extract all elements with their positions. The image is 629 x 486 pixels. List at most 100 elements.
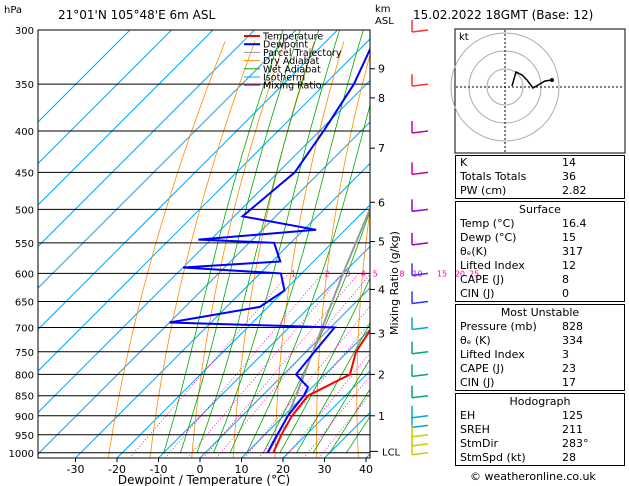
index-row: Pressure (mb) 828 — [456, 320, 626, 334]
wind-barb — [411, 434, 429, 438]
mixing-ratio-label: 8 — [399, 269, 404, 278]
index-label: CIN (J) — [460, 287, 495, 300]
date-title: 15.02.2022 18GMT (Base: 12) — [413, 8, 594, 22]
basic-indices-box: K 14 Totals Totals 36 PW (cm) 2.82 — [455, 155, 625, 199]
wet-adiabat-line — [329, 388, 370, 454]
isotherm-line — [282, 370, 370, 458]
index-row: StmSpd (kt) 28 — [456, 451, 626, 465]
index-row: Lifted Index 3 — [456, 348, 626, 362]
index-row: EH 125 — [456, 409, 626, 423]
index-row: θₑ (K) 334 — [456, 334, 626, 348]
km-tick-label: 6 — [378, 196, 385, 209]
km-tick-label: 5 — [378, 236, 385, 249]
mixing-ratio-line — [303, 375, 370, 458]
index-row: Temp (°C) 16.4 — [456, 217, 626, 231]
index-value: 283° — [562, 437, 589, 450]
index-value: 15 — [562, 231, 576, 244]
wet-adiabat-line — [296, 322, 370, 454]
pressure-tick-label: 300 — [15, 26, 34, 37]
mixing-ratio-label: 4 — [361, 269, 366, 278]
temp-tick-label: 40 — [359, 463, 373, 476]
index-label: StmSpd (kt) — [460, 451, 526, 464]
km-tick-label: 8 — [378, 92, 385, 105]
index-value: 28 — [562, 451, 576, 464]
index-value: 828 — [562, 320, 583, 333]
wind-barb — [411, 29, 429, 33]
index-value: 12 — [562, 259, 576, 272]
mixing-ratio-axis-label: Mixing Ratio (g/kg) — [388, 231, 401, 335]
km-tick-label: 2 — [378, 368, 385, 381]
mixing-ratio-label: 2 — [325, 269, 330, 278]
index-value: 317 — [562, 245, 583, 258]
hodograph-unit-label: kt — [459, 32, 469, 43]
asl-label: ASL — [375, 16, 394, 27]
dry-adiabat-line — [108, 41, 226, 458]
legend-item: Dewpoint — [263, 40, 308, 51]
index-row: CAPE (J) 23 — [456, 362, 626, 376]
index-row: Lifted Index 12 — [456, 259, 626, 273]
credit-text: © weatheronline.co.uk — [470, 470, 596, 483]
index-label: θₑ (K) — [460, 334, 491, 347]
pressure-tick-label: 400 — [15, 127, 34, 138]
isotherm-line — [38, 38, 370, 372]
pressure-tick-label: 900 — [15, 412, 34, 423]
mixing-ratio-line — [284, 352, 370, 458]
index-value: 36 — [562, 170, 576, 183]
most-unstable-title: Most Unstable — [500, 306, 580, 319]
index-row: CIN (J) 17 — [456, 376, 626, 390]
hodograph-frame — [454, 28, 626, 154]
legend-item: Isotherm — [263, 73, 305, 84]
index-label: StmDir — [460, 437, 499, 450]
wind-barb — [411, 83, 429, 87]
dry-adiabat-line — [191, 41, 285, 458]
legend-item: Temperature — [262, 32, 323, 43]
wind-barb — [411, 300, 429, 305]
mixing-ratio-line — [216, 273, 370, 458]
isotherm-line — [38, 30, 338, 331]
index-row: Totals Totals 36 — [456, 170, 626, 184]
most-unstable-box: Most Unstable Pressure (mb) 828 θₑ (K) 334 L… — [455, 304, 625, 391]
temp-tick-label: 20 — [276, 463, 290, 476]
index-row: SREH 211 — [456, 423, 626, 437]
plot-area — [38, 30, 370, 458]
hodograph-ring — [486, 68, 524, 106]
dry-adiabat-line — [316, 53, 370, 458]
index-value: 14 — [562, 156, 576, 169]
x-axis-label: Dewpoint / Temperature (°C) — [118, 473, 290, 486]
index-label: CAPE (J) — [460, 362, 505, 375]
index-row: StmDir 283° — [456, 437, 626, 451]
index-row: Dewp (°C) 15 — [456, 231, 626, 245]
index-label: Lifted Index — [460, 259, 525, 272]
pressure-tick-label: 1000 — [9, 449, 34, 460]
plot-frame — [37, 29, 371, 459]
temperature-line — [272, 328, 370, 454]
index-value: 23 — [562, 362, 576, 375]
pressure-tick-label: 650 — [15, 298, 34, 309]
mixing-ratio-label: 5 — [373, 269, 378, 278]
isotherm-line — [38, 30, 214, 206]
legend-item: Parcel Trajectory — [263, 48, 342, 59]
isotherm-line — [241, 328, 370, 458]
hodograph-trace — [511, 70, 553, 89]
pressure-tick-label: 800 — [15, 370, 34, 381]
mixing-ratio-label: 3 — [345, 269, 350, 278]
isotherm-line — [75, 162, 370, 458]
mixing-ratio-line — [318, 393, 370, 458]
temp-tick-label: 10 — [235, 463, 249, 476]
surface-box: Surface Temp (°C) 16.4 Dewp (°C) 15 θₑ(K) 317… — [455, 201, 625, 302]
index-label: EH — [460, 409, 476, 422]
pressure-tick-label: 750 — [15, 348, 34, 359]
index-label: Pressure (mb) — [460, 320, 537, 333]
index-value: 17 — [562, 376, 576, 389]
dry-adiabat-line — [356, 207, 370, 458]
index-value: 125 — [562, 409, 583, 422]
legend-item: Dry Adiabat — [263, 56, 320, 67]
isotherm-line — [38, 121, 370, 455]
wind-barb — [411, 326, 429, 331]
temp-tick-label: -20 — [108, 463, 126, 476]
mixing-ratio-label: 10 — [412, 269, 422, 278]
index-label: Totals Totals — [460, 170, 527, 183]
mixing-ratio-line — [203, 273, 359, 458]
hodograph-title: Hodograph — [509, 395, 571, 408]
wind-barb — [411, 373, 429, 378]
